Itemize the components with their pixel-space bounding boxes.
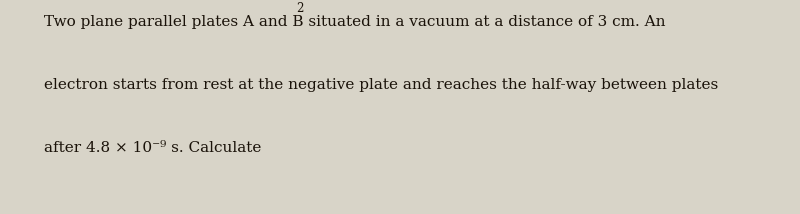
Text: electron starts from rest at the negative plate and reaches the half-way between: electron starts from rest at the negativ…: [44, 78, 718, 92]
Text: after 4.8 × 10⁻⁹ s. Calculate: after 4.8 × 10⁻⁹ s. Calculate: [44, 141, 262, 155]
Text: Two plane parallel plates A and B situated in a vacuum at a distance of 3 cm. An: Two plane parallel plates A and B situat…: [44, 15, 666, 29]
Text: 2: 2: [296, 2, 304, 15]
